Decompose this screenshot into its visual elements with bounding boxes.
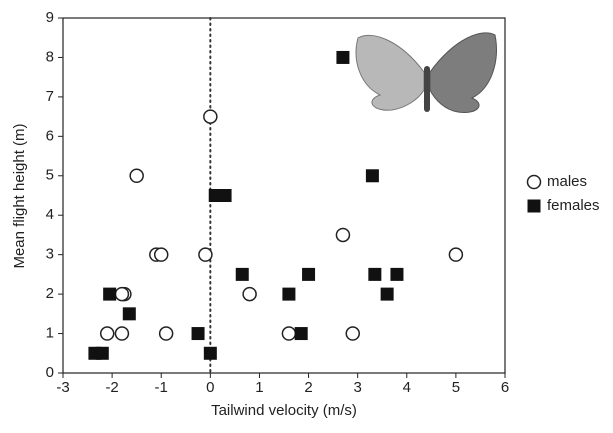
x-axis-label: Tailwind velocity (m/s)	[211, 402, 357, 419]
data-point	[158, 326, 174, 341]
data-point	[122, 307, 136, 321]
y-tick-label: 2	[46, 285, 54, 302]
legend-label: males	[547, 173, 587, 190]
data-point	[203, 109, 218, 124]
y-tick-label: 4	[46, 206, 54, 223]
x-tick-label: 4	[403, 379, 411, 396]
legend-label: females	[547, 197, 600, 214]
y-tick-label: 9	[46, 9, 54, 26]
data-point	[129, 168, 144, 184]
legend-marker	[526, 174, 542, 190]
data-point	[282, 287, 296, 301]
x-tick-label: -3	[56, 379, 69, 396]
data-point	[114, 326, 130, 341]
data-point	[448, 247, 464, 262]
x-tick-label: 5	[452, 379, 460, 396]
data-point	[198, 247, 213, 262]
y-tick-label: 3	[46, 246, 54, 263]
x-tick-label: 6	[501, 379, 509, 396]
butterfly-image	[355, 32, 497, 114]
data-point	[380, 287, 394, 301]
data-point	[335, 227, 351, 243]
data-point	[390, 267, 404, 281]
data-point	[368, 267, 382, 281]
data-point	[95, 346, 109, 360]
data-point	[302, 267, 316, 281]
data-point	[242, 286, 257, 302]
y-tick-label: 5	[46, 167, 54, 184]
legend-marker	[527, 199, 541, 213]
data-point	[235, 267, 249, 281]
data-point	[294, 327, 308, 341]
data-point	[103, 287, 117, 301]
x-tick-label: 3	[353, 379, 361, 396]
data-point	[203, 346, 217, 360]
x-tick-label: 0	[206, 379, 214, 396]
data-point	[99, 326, 115, 341]
y-tick-label: 8	[46, 48, 54, 65]
x-tick-label: -2	[105, 379, 118, 396]
data-point	[365, 169, 379, 183]
data-point	[281, 326, 297, 341]
y-axis-label: Mean flight height (m)	[11, 123, 28, 268]
data-point	[191, 327, 205, 341]
y-tick-label: 1	[46, 325, 54, 342]
y-tick-label: 0	[46, 364, 54, 381]
plot-frame	[62, 17, 506, 374]
data-point	[153, 247, 169, 262]
data-point	[218, 189, 232, 202]
y-tick-label: 7	[46, 88, 54, 105]
x-tick-label: 1	[255, 379, 263, 396]
data-point	[345, 326, 361, 341]
x-tick-label: 2	[304, 379, 312, 396]
data-point	[208, 189, 222, 202]
y-tick-label: 6	[46, 127, 54, 144]
data-point	[336, 50, 350, 64]
x-tick-label: -1	[155, 379, 168, 396]
data-point	[114, 286, 130, 302]
